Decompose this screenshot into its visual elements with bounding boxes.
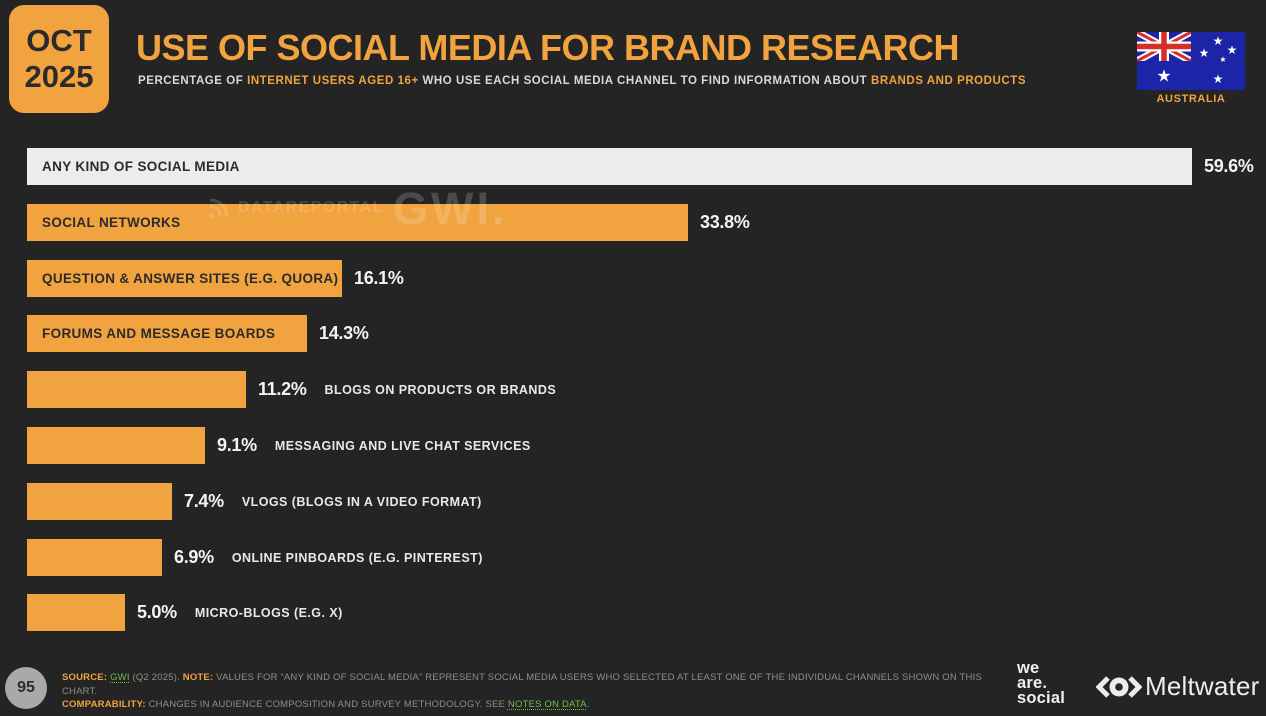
text-segment: CHANGES IN AUDIENCE COMPOSITION AND SURV… xyxy=(148,699,508,710)
southern-cross-star-icon: ★ xyxy=(1212,34,1224,48)
bar-value: 59.6% xyxy=(1204,156,1254,176)
chart-row: ANY KIND OF SOCIAL MEDIA 59.6% xyxy=(27,148,1254,185)
bar: FORUMS AND MESSAGE BOARDS xyxy=(27,315,307,352)
we-are-social-logo: we are. social xyxy=(1017,659,1065,707)
bar-value: 7.4% xyxy=(184,491,224,511)
text-segment: WHO USE EACH SOCIAL MEDIA CHANNEL TO FIN… xyxy=(418,75,871,87)
southern-cross-star-icon: ★ xyxy=(1226,43,1238,57)
text-segment: SOURCE: xyxy=(62,672,111,683)
commonwealth-star-icon: ★ xyxy=(1156,66,1172,86)
page-title: USE OF SOCIAL MEDIA FOR BRAND RESEARCH xyxy=(136,27,960,68)
southern-cross-star-icon: ★ xyxy=(1198,46,1210,60)
bar-value: 5.0% xyxy=(137,602,177,622)
text-segment: VALUES FOR “ANY KIND OF SOCIAL MEDIA” RE… xyxy=(62,672,982,697)
bar-value: 16.1% xyxy=(354,268,404,288)
text-segment: (Q2 2025). xyxy=(129,672,183,683)
text-segment: INTERNET USERS AGED 16+ xyxy=(247,75,419,87)
chart-row: 11.2% BLOGS ON PRODUCTS OR BRANDS xyxy=(27,371,556,408)
we-are-social-logo-line: social xyxy=(1017,689,1065,707)
chart-row: 7.4% VLOGS (BLOGS IN A VIDEO FORMAT) xyxy=(27,483,482,520)
union-jack-icon xyxy=(1137,32,1191,61)
meltwater-logo-text: Meltwater xyxy=(1145,671,1260,701)
bar-label: FORUMS AND MESSAGE BOARDS xyxy=(42,326,276,341)
page-subtitle: PERCENTAGE OF INTERNET USERS AGED 16+ WH… xyxy=(138,75,1026,87)
text-segment: . xyxy=(586,699,590,710)
date-badge-year: 2025 xyxy=(24,59,94,94)
text-segment: NOTE: xyxy=(182,672,217,683)
text-segment: COMPARABILITY: xyxy=(62,699,149,710)
bar xyxy=(27,539,162,576)
bar: ANY KIND OF SOCIAL MEDIA xyxy=(27,148,1192,185)
bar-value: 14.3% xyxy=(319,323,369,343)
bar-label: MESSAGING AND LIVE CHAT SERVICES xyxy=(274,438,531,453)
signal-icon xyxy=(208,198,229,219)
text-segment: BRANDS AND PRODUCTS xyxy=(870,75,1027,87)
meltwater-logo: Meltwater xyxy=(1096,671,1260,702)
bar-value: 6.9% xyxy=(174,547,214,567)
bar: QUESTION & ANSWER SITES (E.G. QUORA) xyxy=(27,260,342,297)
bar-value: 33.8% xyxy=(700,212,750,232)
bar-label: MICRO-BLOGS (E.G. X) xyxy=(194,605,343,620)
bar-label: BLOGS ON PRODUCTS OR BRANDS xyxy=(324,382,557,397)
date-badge: OCT 2025 xyxy=(9,5,109,113)
text-segment: PERCENTAGE OF xyxy=(138,75,248,87)
southern-cross-star-icon: ★ xyxy=(1219,55,1227,64)
bar-label: QUESTION & ANSWER SITES (E.G. QUORA) xyxy=(42,271,339,286)
meltwater-eye-icon xyxy=(1096,675,1142,698)
datareportal-watermark-text: DATAREPORTAL xyxy=(238,199,384,216)
country-label: AUSTRALIA xyxy=(1156,93,1226,105)
bar xyxy=(27,427,205,464)
chart-row: FORUMS AND MESSAGE BOARDS 14.3% xyxy=(27,315,369,352)
bar-label: VLOGS (BLOGS IN A VIDEO FORMAT) xyxy=(241,494,482,509)
chart-row: 6.9% ONLINE PINBOARDS (E.G. PINTEREST) xyxy=(27,539,483,576)
bar xyxy=(27,483,172,520)
bar: SOCIAL NETWORKS xyxy=(27,204,688,241)
gwi-watermark: GWI. xyxy=(393,183,508,234)
bar-value: 11.2% xyxy=(258,379,307,399)
chart-row: 9.1% MESSAGING AND LIVE CHAT SERVICES xyxy=(27,427,531,464)
source-line-2: COMPARABILITY: CHANGES IN AUDIENCE COMPO… xyxy=(62,698,992,712)
source-line-1: SOURCE: GWI (Q2 2025). NOTE: VALUES FOR … xyxy=(62,671,992,698)
we-are-social-logo-line: are. xyxy=(1017,674,1048,692)
bar xyxy=(27,594,125,631)
bar-label: ONLINE PINBOARDS (E.G. PINTEREST) xyxy=(231,550,483,565)
chart-row: SOCIAL NETWORKS 33.8% xyxy=(27,204,750,241)
page-number-badge: 95 xyxy=(5,667,47,709)
southern-cross-star-icon: ★ xyxy=(1212,72,1224,86)
chart-row: 5.0% MICRO-BLOGS (E.G. X) xyxy=(27,594,343,631)
bar-label: SOCIAL NETWORKS xyxy=(42,215,181,230)
bar-label: ANY KIND OF SOCIAL MEDIA xyxy=(42,159,240,174)
source-note: SOURCE: GWI (Q2 2025). NOTE: VALUES FOR … xyxy=(62,671,992,712)
chart-row: QUESTION & ANSWER SITES (E.G. QUORA) 16.1… xyxy=(27,260,404,297)
datareportal-watermark: DATAREPORTAL xyxy=(206,191,384,225)
date-badge-month: OCT xyxy=(26,23,92,58)
footer-link[interactable]: NOTES ON DATA xyxy=(507,699,587,710)
we-are-social-logo-line: we xyxy=(1017,659,1040,677)
bar-value: 9.1% xyxy=(217,435,257,455)
australia-flag-icon: ★ ★ ★ ★ ★ ★ xyxy=(1137,32,1245,90)
page-number: 95 xyxy=(17,679,35,696)
bar xyxy=(27,371,246,408)
footer-link[interactable]: GWI xyxy=(110,672,130,683)
